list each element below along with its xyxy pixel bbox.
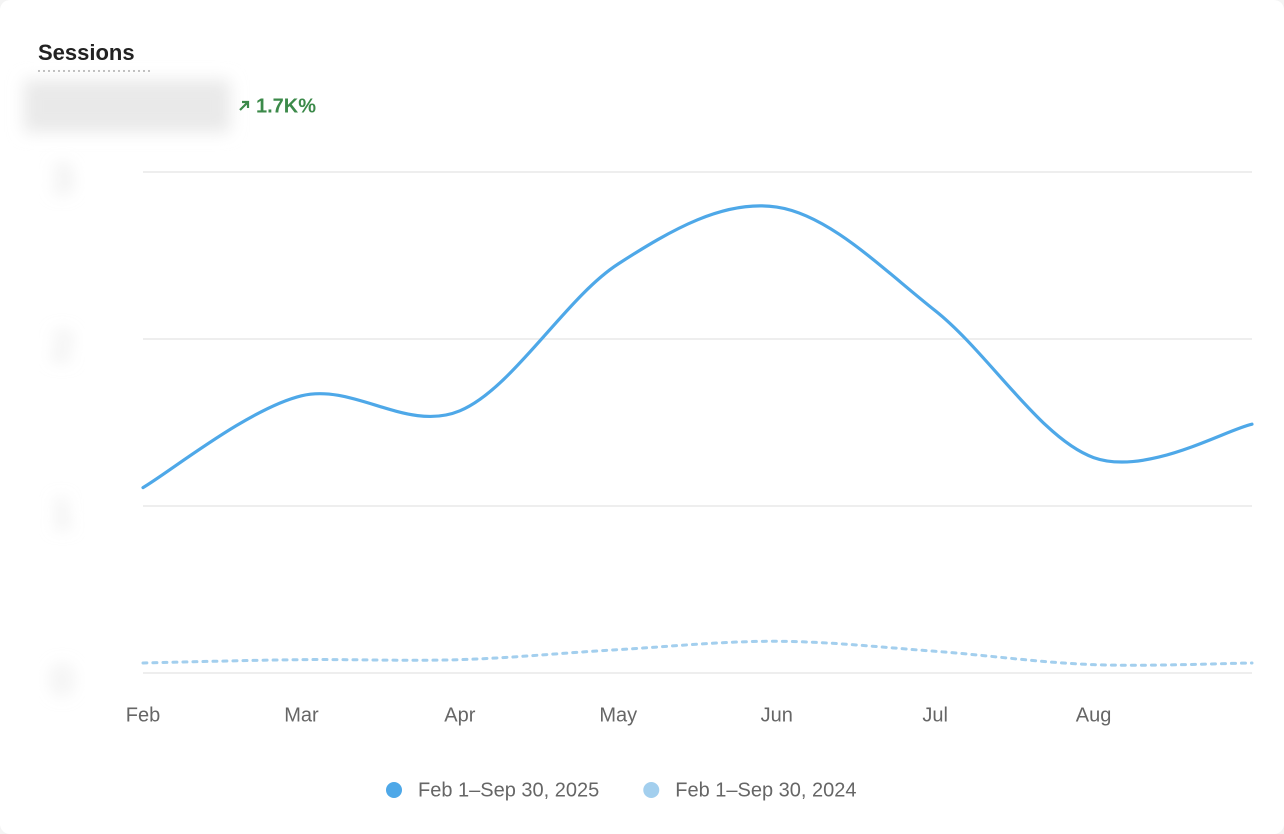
legend-label: Feb 1–Sep 30, 2024 [675,779,856,801]
x-tick-label: Aug [1076,704,1112,726]
y-tick-label: 3 [51,158,73,202]
series-line [141,639,1254,667]
x-tick-label: Apr [444,704,475,726]
up-arrow [239,100,250,111]
blurred-total [24,80,230,132]
y-tick-label: 0 [51,659,73,703]
x-tick-label: Feb [126,704,160,726]
legend-marker [386,782,402,798]
series-line [141,204,1254,490]
legend-marker [643,782,660,798]
y-tick-label: 2 [51,325,73,369]
x-tick-label: May [599,704,637,726]
x-tick-label: Jun [761,704,793,726]
chart-title: Sessions [38,40,135,65]
change-value: 1.7K% [256,95,316,117]
x-tick-label: Jul [922,704,948,726]
legend-label: Feb 1–Sep 30, 2025 [418,779,599,801]
x-tick-label: Mar [284,704,319,726]
y-tick-label: 1 [51,492,73,536]
